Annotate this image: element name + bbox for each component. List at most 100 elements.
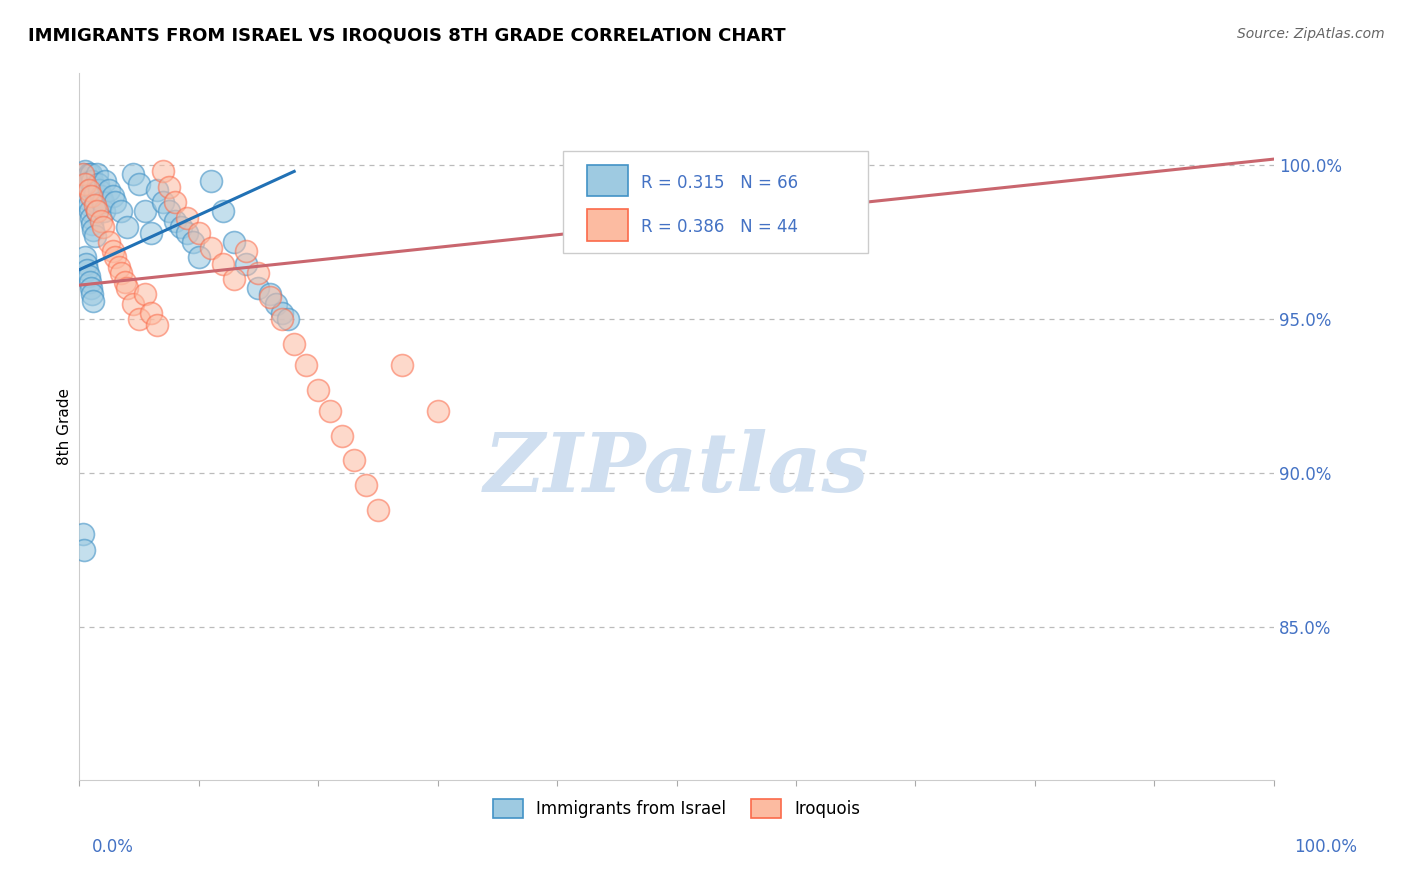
- Point: [91, 195, 114, 210]
- Point: [224, 272, 246, 286]
- FancyBboxPatch shape: [586, 165, 627, 196]
- Point: [75, 164, 97, 178]
- Point: [80, 168, 103, 182]
- Point: [101, 244, 124, 259]
- Point: [235, 257, 257, 271]
- Point: [75, 251, 97, 265]
- Point: [79, 173, 101, 187]
- Point: [176, 226, 198, 240]
- Point: [83, 198, 105, 212]
- Text: 0.0%: 0.0%: [91, 838, 134, 855]
- Point: [89, 183, 111, 197]
- Point: [134, 287, 156, 301]
- Point: [235, 244, 257, 259]
- Point: [110, 204, 132, 219]
- Point: [82, 223, 104, 237]
- Point: [83, 186, 105, 200]
- Point: [163, 213, 186, 227]
- Point: [139, 226, 162, 240]
- Point: [139, 306, 162, 320]
- Point: [104, 195, 127, 210]
- Point: [181, 235, 204, 249]
- Point: [152, 164, 174, 178]
- Point: [107, 260, 129, 274]
- Text: ZIPatlas: ZIPatlas: [484, 429, 869, 509]
- Point: [84, 195, 107, 210]
- Point: [73, 542, 96, 557]
- Point: [115, 281, 138, 295]
- Point: [77, 183, 100, 197]
- Point: [264, 296, 287, 310]
- Point: [115, 219, 138, 234]
- Text: Source: ZipAtlas.com: Source: ZipAtlas.com: [1237, 27, 1385, 41]
- Point: [77, 168, 100, 182]
- Point: [354, 478, 377, 492]
- Point: [72, 527, 94, 541]
- Point: [170, 219, 193, 234]
- Point: [82, 217, 104, 231]
- Point: [832, 170, 855, 185]
- Point: [295, 358, 318, 372]
- Point: [247, 281, 270, 295]
- Point: [76, 192, 98, 206]
- Point: [82, 293, 104, 308]
- Point: [98, 183, 121, 197]
- Point: [283, 336, 305, 351]
- Point: [128, 177, 150, 191]
- Point: [80, 281, 103, 295]
- Point: [80, 189, 103, 203]
- Point: [391, 358, 413, 372]
- Point: [200, 173, 222, 187]
- Point: [76, 177, 98, 191]
- Point: [80, 211, 103, 225]
- Point: [72, 168, 94, 182]
- Point: [271, 306, 294, 320]
- Text: R = 0.386   N = 44: R = 0.386 N = 44: [641, 218, 797, 235]
- Point: [72, 168, 94, 182]
- Point: [83, 229, 105, 244]
- Point: [73, 173, 96, 187]
- Point: [94, 173, 117, 187]
- Point: [76, 262, 98, 277]
- Point: [211, 204, 233, 219]
- Point: [187, 251, 209, 265]
- Point: [93, 204, 115, 219]
- Point: [77, 198, 100, 212]
- Point: [90, 189, 112, 203]
- Point: [122, 168, 145, 182]
- Point: [86, 168, 108, 182]
- Point: [187, 226, 209, 240]
- Point: [157, 179, 180, 194]
- Point: [367, 502, 389, 516]
- Point: [75, 177, 97, 191]
- Point: [75, 179, 97, 194]
- Point: [426, 404, 449, 418]
- Point: [101, 189, 124, 203]
- Point: [128, 312, 150, 326]
- Text: R = 0.315   N = 66: R = 0.315 N = 66: [641, 174, 797, 192]
- Point: [86, 204, 108, 219]
- Point: [157, 204, 180, 219]
- Point: [82, 287, 104, 301]
- Point: [91, 219, 114, 234]
- Point: [176, 211, 198, 225]
- Point: [122, 296, 145, 310]
- Point: [330, 429, 353, 443]
- Point: [259, 287, 281, 301]
- Point: [82, 179, 104, 194]
- Point: [90, 195, 112, 210]
- FancyBboxPatch shape: [562, 151, 868, 253]
- Point: [98, 235, 121, 249]
- Point: [319, 404, 342, 418]
- Y-axis label: 8th Grade: 8th Grade: [58, 388, 72, 465]
- Text: IMMIGRANTS FROM ISRAEL VS IROQUOIS 8TH GRADE CORRELATION CHART: IMMIGRANTS FROM ISRAEL VS IROQUOIS 8TH G…: [28, 27, 786, 45]
- Point: [277, 312, 299, 326]
- Legend: Immigrants from Israel, Iroquois: Immigrants from Israel, Iroquois: [486, 792, 868, 825]
- Point: [104, 251, 127, 265]
- Point: [75, 257, 97, 271]
- Point: [86, 204, 108, 219]
- Point: [77, 268, 100, 283]
- Point: [259, 290, 281, 304]
- Point: [211, 257, 233, 271]
- Point: [79, 275, 101, 289]
